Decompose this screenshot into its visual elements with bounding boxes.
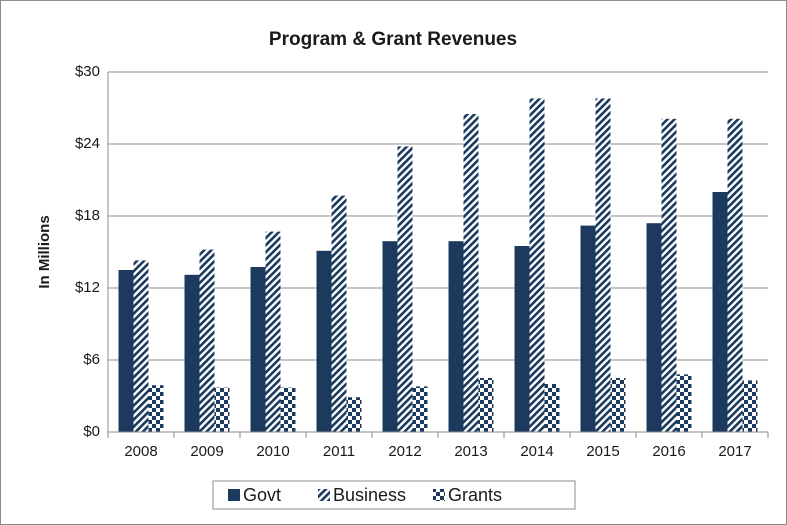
y-tick-label: $30 <box>75 63 100 80</box>
legend: Govt Business Grants <box>212 480 576 510</box>
chart-title: Program & Grant Revenues <box>269 29 517 50</box>
x-tick-label: 2011 <box>323 443 355 460</box>
legend-box <box>212 480 576 510</box>
y-tick-label: $6 <box>83 351 100 368</box>
bar <box>448 241 464 432</box>
bar <box>316 250 332 432</box>
bar <box>265 231 281 432</box>
legend-swatch <box>318 489 330 501</box>
y-tick-label: $12 <box>75 279 100 296</box>
bar <box>412 386 428 432</box>
bar <box>397 146 413 432</box>
x-tick-label: 2014 <box>520 443 553 460</box>
bar <box>280 387 296 432</box>
bar <box>346 397 362 432</box>
y-tick-label: $24 <box>75 135 100 152</box>
bar <box>646 223 662 432</box>
x-tick-label: 2013 <box>454 443 487 460</box>
bar <box>727 118 743 433</box>
bar <box>661 118 677 433</box>
bar <box>133 260 149 432</box>
bar <box>250 267 266 432</box>
bar <box>478 378 494 432</box>
bar <box>595 98 611 433</box>
x-tick-label: 2017 <box>718 443 751 460</box>
bar <box>331 195 347 432</box>
bar <box>610 378 626 432</box>
legend-swatch <box>228 489 240 501</box>
bar <box>676 374 692 432</box>
bar <box>712 192 728 432</box>
bar <box>199 249 215 432</box>
y-tick-label: $0 <box>83 423 100 440</box>
legend-swatch <box>433 489 445 501</box>
bar <box>514 246 530 432</box>
bar <box>463 114 479 432</box>
bar <box>580 225 596 432</box>
bar <box>118 270 134 432</box>
bar <box>148 385 164 432</box>
bar <box>214 387 230 432</box>
legend-label: Grants <box>448 485 502 505</box>
legend-label: Govt <box>243 485 281 505</box>
bar <box>742 380 758 432</box>
x-tick-label: 2015 <box>586 443 619 460</box>
x-tick-label: 2016 <box>652 443 685 460</box>
bar <box>529 98 545 433</box>
x-tick-label: 2012 <box>388 443 421 460</box>
y-axis-label: In Millions <box>36 215 53 288</box>
y-tick-label: $18 <box>75 207 100 224</box>
x-tick-label: 2009 <box>190 443 223 460</box>
bar <box>184 274 200 432</box>
legend-label: Business <box>333 485 406 505</box>
x-tick-label: 2010 <box>256 443 289 460</box>
bar <box>544 384 560 432</box>
bar <box>382 241 398 432</box>
x-tick-label: 2008 <box>124 443 157 460</box>
